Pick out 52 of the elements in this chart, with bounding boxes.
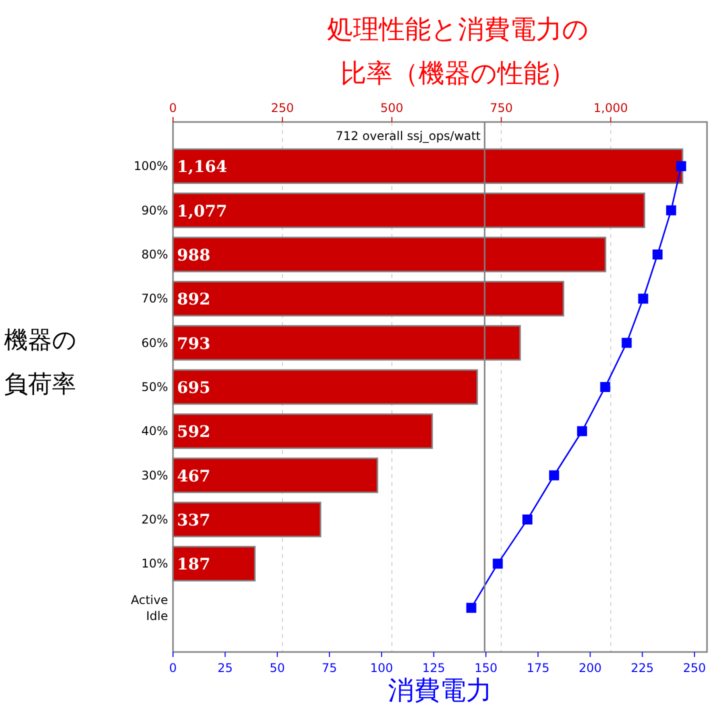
data-label: 892 — [177, 290, 210, 309]
y-tick-label: Active Idle — [130, 592, 168, 623]
x2-tick-label: 250 — [270, 101, 294, 115]
x-tick-label: 225 — [630, 661, 654, 675]
data-label: 1,077 — [177, 201, 228, 220]
x-axis-title: 消費電力 — [387, 676, 493, 708]
data-label: 1,164 — [177, 157, 228, 176]
x-tick-label: 75 — [322, 661, 338, 675]
y-tick-label: 10% — [141, 556, 168, 571]
x-tick-label: 25 — [218, 661, 233, 675]
x-tick-label: 125 — [422, 661, 446, 675]
point — [676, 161, 686, 172]
x-tick-label: 50 — [270, 661, 285, 675]
point — [466, 602, 476, 613]
y-axis-title: 機器の負荷率 — [4, 325, 78, 400]
point — [522, 514, 532, 524]
point — [600, 382, 610, 392]
point — [549, 470, 560, 480]
point — [652, 250, 663, 260]
y-tick-label: 60% — [141, 336, 168, 350]
ref-line-label: 712 overall ssj_ops/watt — [336, 129, 481, 143]
y-tick-label: 70% — [141, 292, 168, 306]
x-tick-label: 250 — [683, 661, 706, 675]
y-tick-label: 80% — [141, 248, 168, 262]
x-tick-label: 100 — [370, 661, 394, 675]
point — [622, 338, 632, 348]
point — [577, 426, 588, 436]
y-tick-label: 50% — [141, 380, 168, 394]
data-label: 695 — [177, 378, 210, 397]
x2-tick-label: 500 — [380, 101, 404, 115]
x2-tick-label: 0 — [169, 101, 177, 115]
y-tick-label: 90% — [141, 203, 168, 218]
x2-tick-label: 1,000 — [594, 101, 628, 115]
y-tick-label: 100% — [134, 159, 168, 174]
data-label: 793 — [177, 334, 210, 353]
y-tick-label: 30% — [141, 468, 168, 482]
x2-axis-title: 処理性能と消費電力の比率（機器の性能） — [326, 14, 590, 92]
data-label: 988 — [177, 246, 210, 264]
data-label: 187 — [177, 554, 210, 574]
point — [492, 558, 503, 569]
y-tick-label: 20% — [141, 512, 168, 526]
x-tick-label: 0 — [169, 661, 177, 675]
y-tick-label: 40% — [141, 424, 168, 438]
x-tick-label: 200 — [578, 661, 602, 675]
x-tick-label: 175 — [526, 661, 550, 675]
x-tick-label: 150 — [474, 661, 498, 675]
data-label: 337 — [177, 510, 210, 530]
data-label: 592 — [177, 422, 210, 442]
point — [666, 205, 676, 216]
x2-tick-label: 750 — [490, 101, 513, 115]
point — [638, 294, 648, 304]
data-label: 467 — [177, 466, 210, 486]
